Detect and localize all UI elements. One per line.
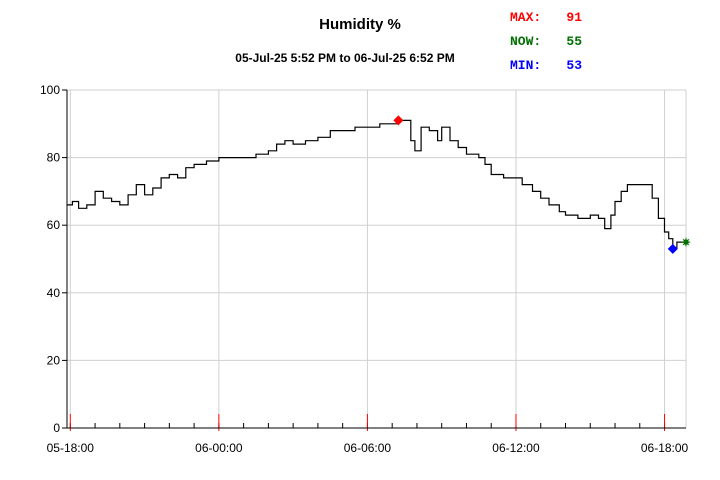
- y-tick-label: 100: [40, 83, 60, 97]
- x-tick-label: 06-00:00: [195, 441, 243, 455]
- marker-layer: [393, 115, 691, 254]
- max-label: MAX:: [510, 10, 541, 25]
- chart-title: Humidity %: [319, 16, 401, 33]
- max-value: 91: [566, 10, 582, 25]
- x-tick-label: 05-18:00: [47, 441, 95, 455]
- x-tick-label: 06-12:00: [492, 441, 540, 455]
- y-tick-label: 0: [53, 421, 60, 435]
- stats-legend: MAX: 91 NOW: 55 MIN: 53: [510, 10, 582, 73]
- y-tick-label: 40: [47, 286, 61, 300]
- min-marker: [667, 243, 678, 254]
- min-label: MIN:: [510, 58, 541, 73]
- humidity-series-line: [67, 119, 686, 250]
- now-marker: [681, 237, 691, 248]
- time-range-subtitle: 05-Jul-25 5:52 PM to 06-Jul-25 6:52 PM: [235, 51, 454, 65]
- grid-lines: [67, 89, 687, 428]
- now-label: NOW:: [510, 34, 541, 49]
- y-tick-label: 60: [47, 218, 61, 232]
- series-layer: [67, 119, 686, 250]
- min-value: 53: [566, 58, 582, 73]
- y-axis: 0 20 40 60 80 100: [40, 83, 68, 435]
- x-tick-label: 06-18:00: [641, 441, 689, 455]
- y-tick-label: 80: [47, 151, 61, 165]
- x-axis: 05-18:00 06-00:00 06-06:00 06-12:00 06-18:00: [47, 414, 689, 455]
- now-value: 55: [566, 34, 582, 49]
- y-tick-label: 20: [47, 353, 61, 367]
- x-tick-label: 06-06:00: [344, 441, 392, 455]
- max-marker: [393, 115, 404, 126]
